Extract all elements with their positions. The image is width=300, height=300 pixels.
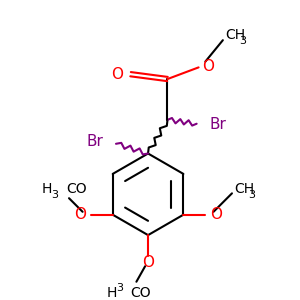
Text: O: O	[210, 207, 222, 222]
Text: 3: 3	[51, 190, 58, 200]
Text: O: O	[74, 207, 86, 222]
Text: CO: CO	[130, 286, 151, 300]
Text: O: O	[142, 255, 154, 270]
Text: 3: 3	[239, 36, 246, 46]
Text: O: O	[202, 59, 214, 74]
Text: CH: CH	[225, 28, 245, 42]
Text: 3: 3	[116, 283, 123, 292]
Text: Br: Br	[86, 134, 103, 149]
Text: O: O	[111, 67, 123, 82]
Text: H: H	[106, 286, 117, 300]
Text: CH: CH	[234, 182, 254, 197]
Text: CO: CO	[66, 182, 87, 197]
Text: 3: 3	[248, 190, 256, 200]
Text: H: H	[42, 182, 52, 197]
Text: Br: Br	[209, 117, 226, 132]
